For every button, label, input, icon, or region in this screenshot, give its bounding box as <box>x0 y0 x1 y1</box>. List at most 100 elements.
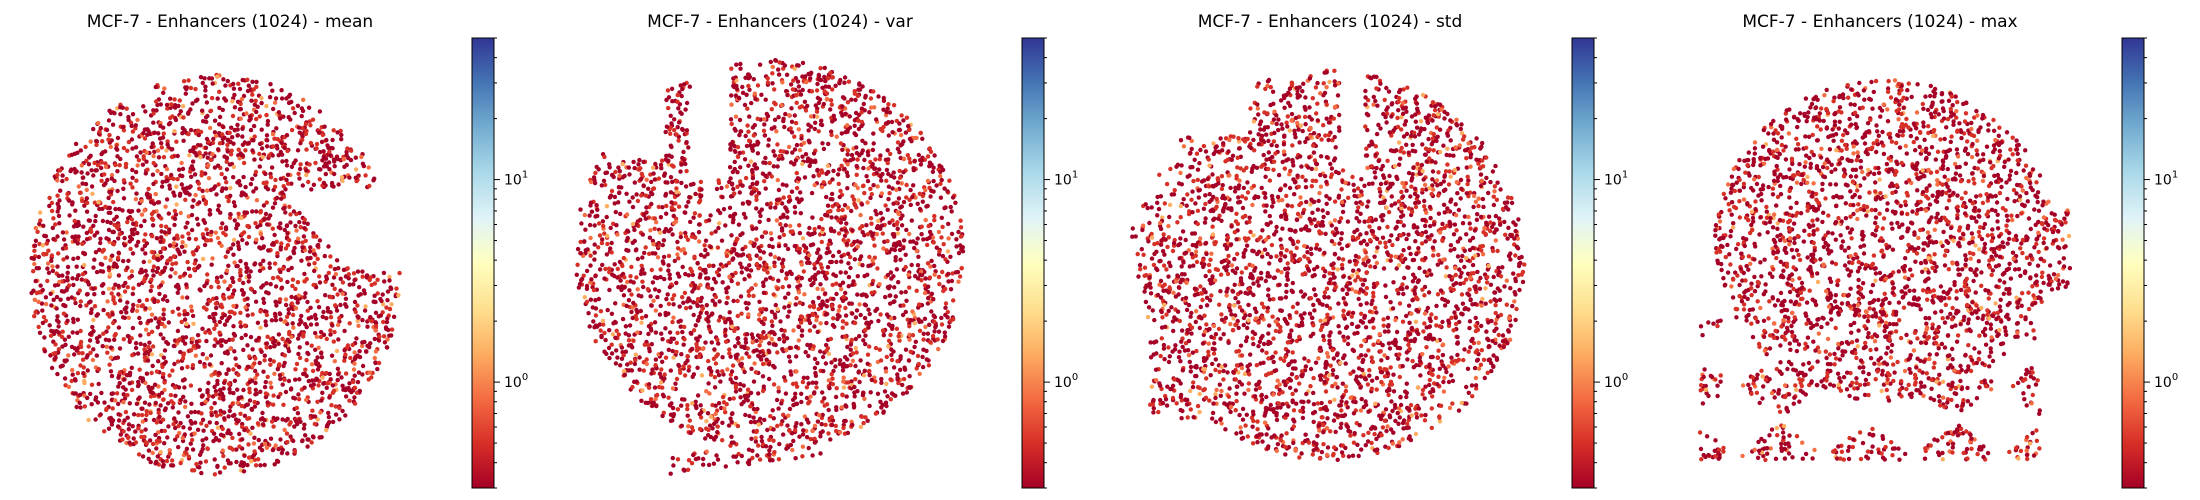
scatter-point <box>125 265 130 270</box>
scatter-point <box>255 372 260 377</box>
scatter-point <box>652 320 658 325</box>
scatter-point <box>100 249 105 254</box>
scatter-point <box>250 176 255 182</box>
scatter-point <box>769 309 775 314</box>
scatter-point <box>734 62 739 67</box>
scatter-point <box>287 204 292 209</box>
scatter-point <box>193 192 198 198</box>
scatter-point <box>191 198 196 203</box>
scatter-point <box>134 154 140 159</box>
scatter-point <box>49 208 55 214</box>
scatter-point <box>755 406 760 412</box>
scatter-point <box>200 417 206 422</box>
scatter-point <box>347 398 352 403</box>
scatter-point <box>129 336 134 341</box>
scatter-point <box>94 313 99 318</box>
scatter-point <box>631 300 636 306</box>
scatter-point <box>769 336 774 342</box>
scatter-point <box>197 186 202 191</box>
scatter-point <box>156 131 161 136</box>
scatter-point <box>248 334 254 340</box>
scatter-point <box>252 289 257 295</box>
scatter-point <box>204 100 210 105</box>
scatter-point <box>264 103 269 109</box>
scatter-point <box>915 353 921 359</box>
scatter-point <box>752 123 757 128</box>
scatter-point <box>342 358 347 363</box>
scatter-point <box>50 264 55 269</box>
scatter-point <box>160 135 166 140</box>
scatter-point <box>917 328 923 333</box>
scatter-point <box>232 349 237 354</box>
scatter-point <box>191 344 197 349</box>
scatter-point <box>364 349 369 354</box>
scatter-point <box>716 318 722 323</box>
scatter-point <box>759 92 764 97</box>
scatter-point <box>280 336 285 342</box>
scatter-point <box>177 430 182 436</box>
scatter-point <box>178 173 183 178</box>
scatter-point <box>131 286 136 291</box>
scatter-point <box>843 313 849 318</box>
scatter-point <box>332 359 337 364</box>
scatter-point <box>167 186 173 191</box>
scatter-point <box>110 229 115 235</box>
scatter-point <box>234 447 239 452</box>
scatter-point <box>315 355 320 360</box>
scatter-point <box>729 324 735 329</box>
scatter-point <box>296 351 301 357</box>
scatter-point <box>790 447 795 453</box>
scatter-point <box>32 243 38 248</box>
scatter-point <box>285 279 290 285</box>
scatter-point <box>228 283 233 289</box>
scatter-point <box>56 347 62 352</box>
scatter-point <box>304 397 309 403</box>
scatter-point <box>221 77 226 82</box>
scatter-point <box>215 381 220 387</box>
scatter-point <box>297 220 302 225</box>
scatter-point <box>151 264 157 269</box>
scatter-point <box>126 258 131 263</box>
scatter-point <box>770 323 775 328</box>
scatter-point <box>170 368 175 373</box>
scatter-point <box>645 287 651 292</box>
scatter-point <box>817 225 822 230</box>
scatter-point <box>169 154 175 160</box>
scatter-point <box>250 209 255 214</box>
scatter-point <box>264 341 270 346</box>
scatter-point <box>175 359 181 364</box>
scatter-point <box>163 224 169 229</box>
scatter-point <box>774 397 780 403</box>
scatter-point <box>327 167 332 172</box>
scatter-point <box>678 169 683 174</box>
scatter-point <box>159 229 164 234</box>
scatter-point <box>279 140 284 145</box>
scatter-point <box>269 385 274 390</box>
scatter-point <box>285 148 290 154</box>
scatter-point <box>262 358 267 363</box>
scatter-point <box>757 312 762 317</box>
scatter-point <box>845 186 850 191</box>
scatter-point <box>321 154 326 159</box>
scatter-point <box>141 154 146 159</box>
scatter-point <box>101 307 106 313</box>
scatter-point <box>638 176 644 182</box>
scatter-point <box>713 411 718 417</box>
scatter-point <box>158 102 163 107</box>
scatter-point <box>304 168 309 173</box>
scatter-point <box>729 66 734 71</box>
scatter-point <box>294 361 300 367</box>
scatter-point <box>144 409 149 414</box>
scatter-point <box>277 311 282 316</box>
scatter-point <box>60 173 65 178</box>
scatter-point <box>710 426 715 431</box>
scatter-point <box>78 363 83 368</box>
scatter-point <box>927 160 933 165</box>
scatter-point <box>149 352 155 357</box>
scatter-point <box>148 394 154 399</box>
scatter-point <box>806 401 811 406</box>
scatter-point <box>112 111 117 116</box>
scatter-point <box>925 331 931 336</box>
scatter-point <box>320 390 325 395</box>
scatter-point <box>747 87 752 92</box>
